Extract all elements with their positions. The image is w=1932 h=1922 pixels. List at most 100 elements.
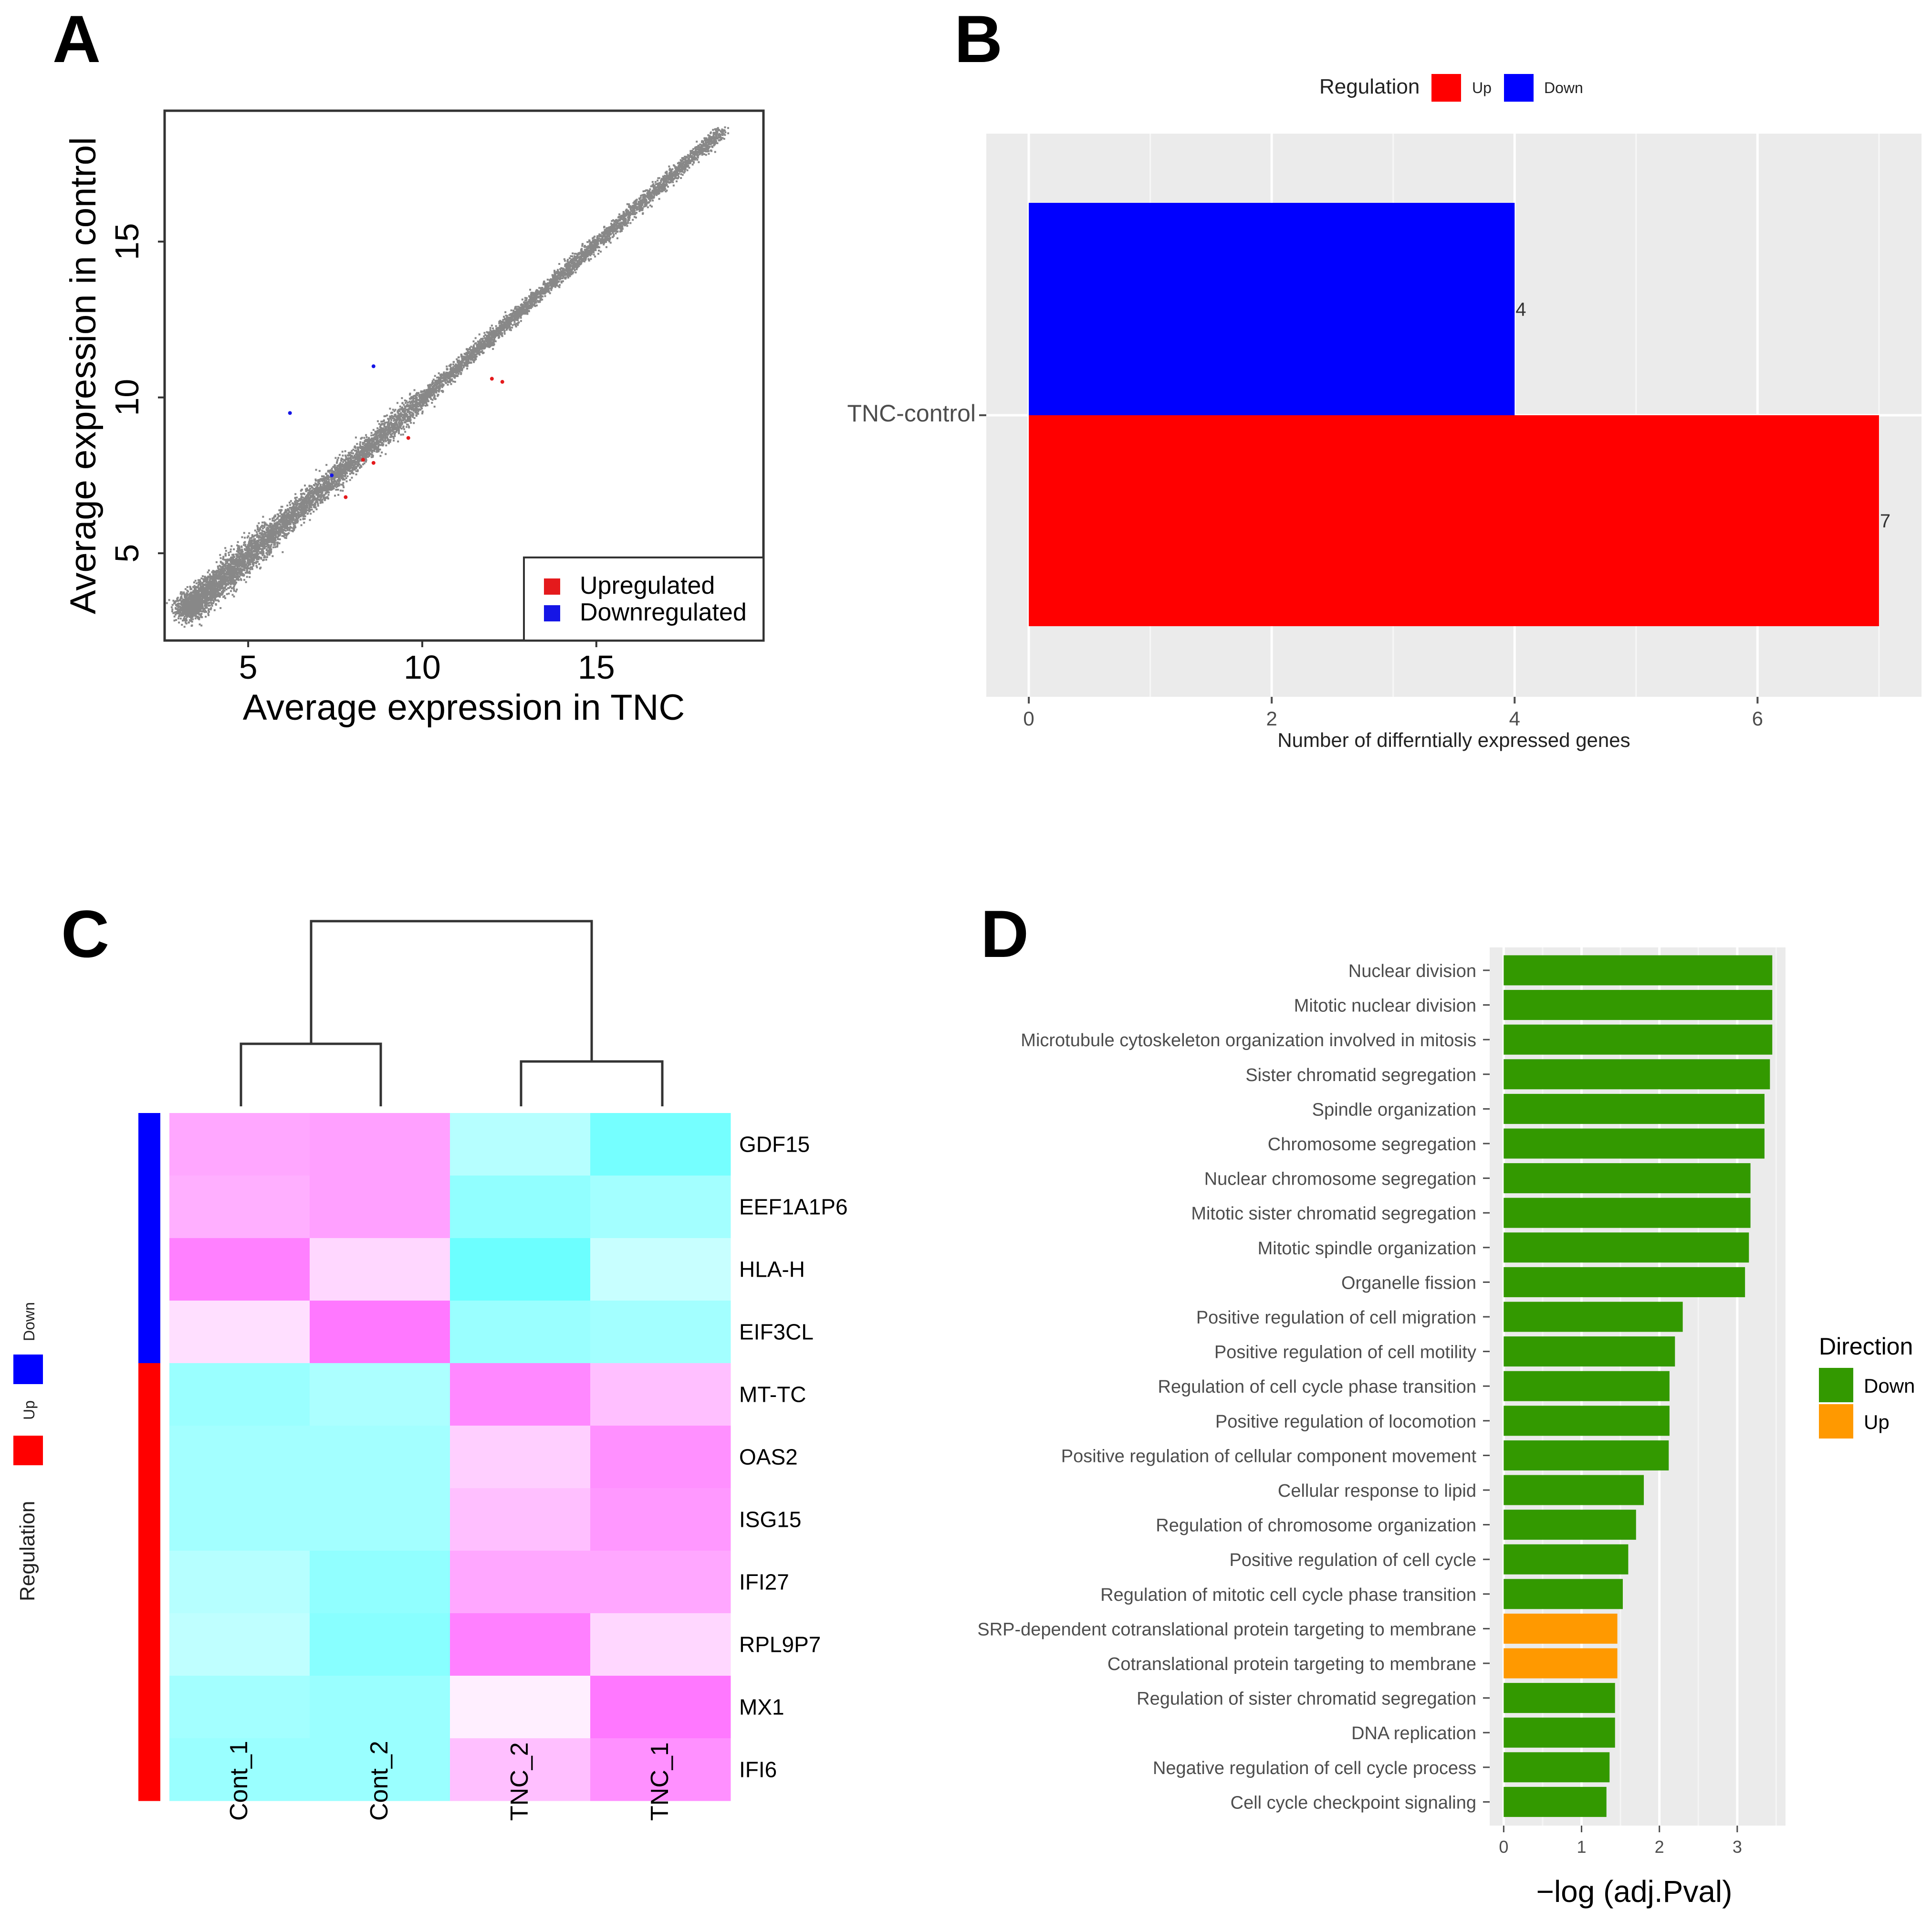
heatmap-cell	[169, 1301, 310, 1364]
annotation-up	[138, 1426, 160, 1489]
heatmap-cell	[450, 1488, 591, 1551]
heatmap-cell	[310, 1426, 450, 1489]
row-label: ISG15	[739, 1507, 801, 1532]
row-label: GDF15	[739, 1132, 810, 1157]
bar-down	[1504, 990, 1773, 1020]
heatmap-cell	[590, 1363, 731, 1426]
bar-down	[1504, 1302, 1683, 1332]
panel-a-legend-box	[523, 557, 764, 641]
panel-d-x-ticks: 0 1 2 3	[1499, 1826, 1742, 1857]
column-label: Cont_2	[366, 1741, 393, 1821]
heatmap-cell	[450, 1301, 591, 1364]
heatmap-cell	[310, 1551, 450, 1614]
bar-down	[1504, 1197, 1751, 1228]
x-tick-label: 15	[578, 649, 615, 686]
x-tick-label: 6	[1752, 707, 1763, 730]
x-tick-label: 0	[1023, 707, 1034, 730]
heatmap-cell	[310, 1301, 450, 1364]
heatmap-cell	[590, 1238, 731, 1301]
panel-a-x-ticks: 5 10 15	[239, 641, 615, 686]
background-gene-points	[166, 126, 730, 628]
x-tick-label: 5	[239, 649, 258, 686]
panel-c-legend-up: Up	[21, 1400, 38, 1420]
term-label: Positive regulation of cell migration	[1196, 1308, 1476, 1328]
annotation-down	[138, 1238, 160, 1301]
panel-label-c: C	[61, 896, 109, 971]
term-label: Organelle fission	[1341, 1273, 1476, 1293]
panel-a-legend-swatch-down	[544, 605, 560, 621]
bar-down	[1504, 1059, 1770, 1090]
panel-d-term-labels: Nuclear division Mitotic nuclear division…	[977, 961, 1490, 1813]
panel-b-legend: Regulation Up Down	[1319, 74, 1583, 102]
bar-down	[1504, 1717, 1615, 1748]
bar-down	[1504, 1475, 1644, 1505]
heatmap-cell	[169, 1738, 310, 1801]
panel-d-legend-swatch-up	[1819, 1404, 1853, 1439]
term-label: Cellular response to lipid	[1278, 1481, 1476, 1501]
term-label: Cell cycle checkpoint signaling	[1231, 1793, 1476, 1813]
panel-c-dendrogram	[240, 920, 664, 1106]
heatmap-cell	[590, 1301, 731, 1364]
term-label: Chromosome segregation	[1268, 1134, 1476, 1155]
heatmap-cell	[450, 1738, 591, 1801]
annotation-down	[138, 1301, 160, 1364]
heatmap-cell	[169, 1113, 310, 1176]
panel-a-background-points	[166, 126, 730, 628]
heatmap-cell	[169, 1238, 310, 1301]
panel-label-a: A	[52, 1, 101, 76]
panel-b-legend-swatch-up	[1431, 74, 1461, 102]
panel-b-legend-swatch-down	[1504, 74, 1534, 102]
panel-a-x-axis-label: Average expression in TNC	[243, 687, 685, 728]
bar-down	[1504, 1440, 1669, 1470]
heatmap-cell	[310, 1488, 450, 1551]
panel-c-legend-swatch-down	[13, 1355, 43, 1384]
panel-a-legend-up: Upregulated	[580, 572, 715, 599]
term-label: Nuclear division	[1348, 961, 1476, 981]
panel-c-row-labels: GDF15 EEF1A1P6 HLA-H EIF3CL MT-TC OAS2 ISG15 IF…	[739, 1132, 848, 1782]
bar-down	[1029, 203, 1515, 415]
panel-d-x-axis-label: −log (adj.Pval)	[1536, 1874, 1733, 1909]
y-tick-label: 15	[108, 223, 146, 260]
panel-c-column-labels: Cont_1 Cont_2 TNC_2 TNC_1	[225, 1741, 674, 1821]
heatmap-cell	[169, 1488, 310, 1551]
point-upregulated	[500, 380, 504, 384]
heatmap-cell	[310, 1738, 450, 1801]
panel-b-bars: 47	[1029, 203, 1890, 626]
row-label: IFI27	[739, 1570, 789, 1595]
point-downregulated	[288, 411, 292, 415]
bar-down	[1504, 1128, 1765, 1159]
term-label: SRP-dependent cotranslational protein ta…	[977, 1619, 1476, 1639]
panel-label-d: D	[981, 896, 1029, 971]
heatmap-cell	[450, 1113, 591, 1176]
panel-b-x-axis-label: Number of differntially expressed genes	[1277, 729, 1630, 751]
panel-a-y-axis-label: Average expression in control	[63, 137, 104, 614]
heatmap-cell	[590, 1676, 731, 1739]
heatmap-cell	[310, 1113, 450, 1176]
term-label: Microtubule cytoskeleton organization in…	[1021, 1030, 1476, 1050]
row-label: EIF3CL	[739, 1320, 814, 1344]
panel-b-x-ticks: 0 2 4 6	[1023, 697, 1763, 730]
heatmap-cell	[590, 1176, 731, 1239]
heatmap-cell	[169, 1551, 310, 1614]
panel-c-cells	[169, 1113, 731, 1801]
panel-a-legend-swatch-up	[544, 578, 560, 595]
heatmap-cell	[169, 1363, 310, 1426]
bar-down	[1504, 1510, 1636, 1540]
panel-d-legend-swatch-down	[1819, 1368, 1853, 1402]
point-downregulated	[330, 473, 334, 477]
x-tick-label: 2	[1655, 1837, 1664, 1857]
term-label: Mitotic sister chromatid segregation	[1191, 1204, 1476, 1224]
heatmap-cell	[450, 1238, 591, 1301]
bar-down	[1504, 955, 1773, 986]
point-upregulated	[344, 495, 348, 499]
annotation-down	[138, 1176, 160, 1239]
x-tick-label: 3	[1733, 1837, 1742, 1857]
x-tick-label: 4	[1509, 707, 1520, 730]
bar-down	[1504, 1336, 1675, 1367]
column-label: TNC_1	[646, 1742, 674, 1821]
term-label: Sister chromatid segregation	[1245, 1065, 1476, 1085]
term-label: Positive regulation of cellular componen…	[1061, 1446, 1477, 1466]
